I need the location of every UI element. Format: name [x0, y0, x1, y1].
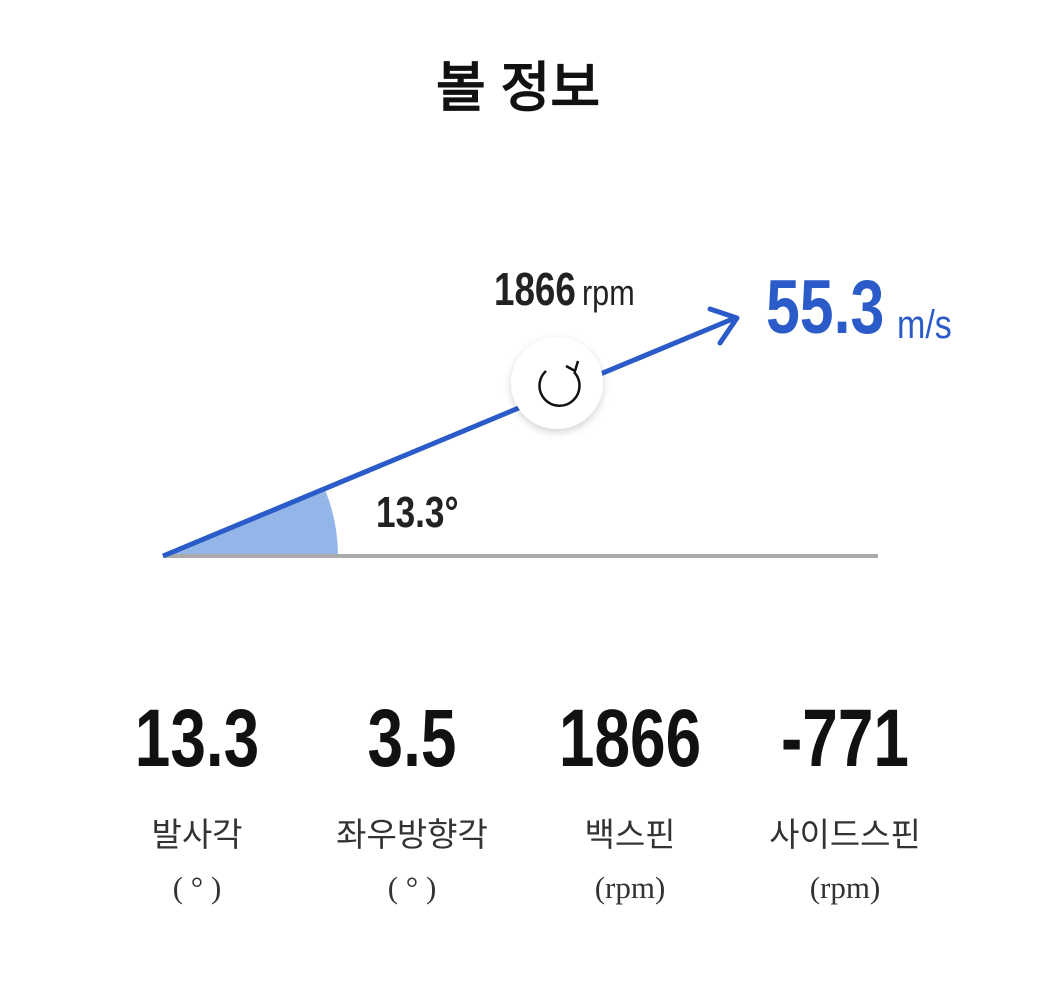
launch-line: [162, 315, 736, 559]
stat-value: 13.3: [135, 691, 259, 784]
stat-label: 발사각: [151, 816, 242, 853]
spin-icon: [538, 370, 581, 408]
stat-value: 1866: [559, 691, 701, 784]
launch-arrowhead: [707, 306, 740, 346]
spin-icon-head: [565, 360, 580, 373]
stat-unit: (rpm): [595, 870, 666, 905]
stat-unit: (rpm): [810, 870, 881, 905]
stat-label: 백스핀: [584, 816, 675, 853]
stat-value: -771: [781, 691, 909, 784]
stat-value: 3.5: [368, 691, 457, 784]
stat-label: 좌우방향각: [336, 816, 488, 853]
stats-row: 13.3 발사각 ( ° ) 3.5 좌우방향각 ( ° ) 1866 백스핀 (rpm) -77…: [135, 691, 921, 905]
spin-unit: rpm: [582, 274, 635, 314]
spin-badge: [511, 337, 603, 429]
stat-unit: ( ° ): [388, 870, 437, 905]
spin-value: 1866: [494, 263, 576, 315]
speed-unit: m/s: [897, 301, 952, 346]
angle-label: 13.3°: [376, 488, 459, 537]
speed-value: 55.3: [766, 265, 884, 350]
stat-unit: ( ° ): [173, 870, 222, 905]
title: 볼 정보: [436, 58, 600, 118]
stat-label: 사이드스핀: [769, 816, 921, 853]
